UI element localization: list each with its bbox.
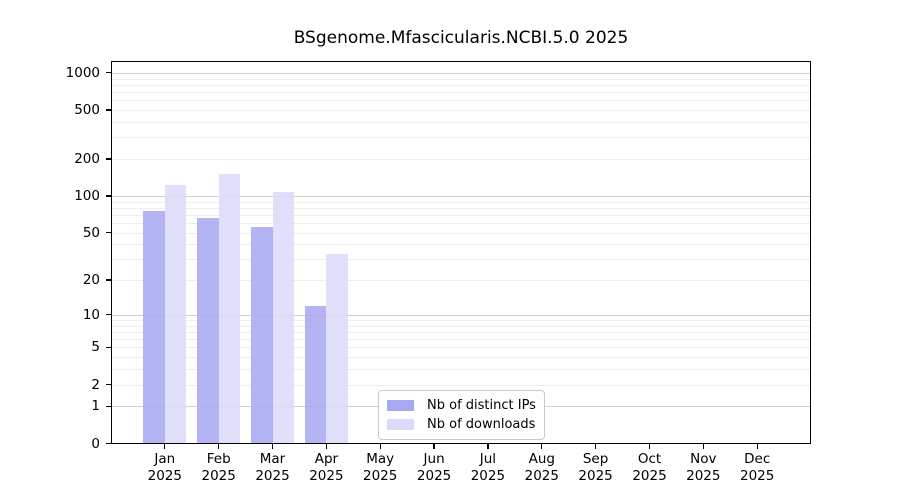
y-axis-tick-mark [106,405,111,407]
y-axis-tick-label: 20 [82,272,100,289]
legend-swatch-distinct-ips [387,400,414,411]
x-axis-tick-label: Jul 2025 [470,450,506,484]
gridline-minor [111,325,811,327]
x-axis-tick-mark [702,443,704,449]
x-axis-tick-label: Oct 2025 [632,450,667,484]
gridline-minor [111,347,811,349]
y-axis-tick-label: 100 [74,187,100,204]
legend-label-distinct-ips: Nb of distinct IPs [427,398,536,413]
x-axis-tick-label: Jun 2025 [416,450,452,484]
x-axis-tick-label: Apr 2025 [309,450,344,484]
x-axis-tick-mark [594,443,597,449]
y-axis-tick-label: 1 [91,398,100,415]
gridline-minor [111,214,811,216]
legend-item-downloads: Nb of downloads [387,415,536,434]
y-axis-tick-mark [106,383,111,386]
y-axis-tick-mark [106,72,111,74]
x-axis-tick-label: Jan 2025 [147,450,182,484]
y-axis-tick-mark [106,231,111,234]
legend-item-distinct-ips: Nb of distinct IPs [387,396,536,415]
x-axis-tick-mark [271,443,274,449]
gridline-major [111,195,811,197]
y-axis-tick-label: 500 [74,101,100,118]
x-axis-tick-mark [325,443,328,449]
gridline-minor [111,201,811,203]
gridline-major [111,72,811,74]
y-axis-tick-label: 2 [91,376,100,393]
gridline-minor [111,121,811,123]
gridline-minor [111,331,811,333]
gridline-minor [111,137,811,139]
bar-downloads-mar [272,192,294,444]
x-axis-tick-label: Feb 2025 [201,450,236,484]
gridline-minor [111,207,811,209]
gridline-minor [111,222,811,224]
y-axis-tick-label: 50 [82,224,100,241]
y-axis-tick-label: 10 [82,306,100,323]
y-axis-tick-mark [106,195,111,197]
x-axis-tick-mark [756,443,758,449]
chart-title: BSgenome.Mfascicularis.NCBI.5.0 2025 [293,28,629,48]
y-axis-tick-mark [106,158,111,160]
gridline-minor [111,280,811,282]
x-axis-tick-mark [648,443,651,449]
y-axis-tick-mark [106,314,111,316]
gridline-minor [111,357,811,359]
y-axis-tick-mark [106,442,111,445]
bar-distinct-ips-jan [143,211,165,444]
y-axis-tick-mark [106,346,111,349]
y-axis-tick-label: 200 [74,150,100,167]
legend: Nb of distinct IPs Nb of downloads [378,390,545,440]
x-axis-tick-mark [433,443,435,449]
bar-distinct-ips-feb [197,217,219,444]
x-axis-tick-label: May 2025 [363,450,398,484]
y-axis-tick-mark [106,279,111,281]
gridline-minor [111,84,811,86]
gridline-minor [111,244,811,246]
gridline-minor [111,91,811,93]
legend-label-downloads: Nb of downloads [427,417,536,432]
legend-swatch-downloads [387,419,414,430]
gridline-minor [111,100,811,102]
y-axis-tick-label: 5 [91,339,100,356]
bar-downloads-apr [326,254,348,444]
x-axis-tick-label: Nov 2025 [686,450,721,484]
bar-downloads-jan [164,185,187,444]
gridline-minor [111,78,811,80]
bar-distinct-ips-apr [304,305,327,444]
y-axis-tick-label: 1000 [65,64,100,81]
x-axis-tick-label: Sep 2025 [578,450,613,484]
y-axis-tick-mark [106,109,111,111]
gridline-minor [111,339,811,341]
x-axis-tick-mark [218,443,220,449]
x-axis-tick-mark [379,443,381,449]
gridline-major [111,314,811,316]
gridline-minor [111,369,811,371]
x-axis-tick-mark [541,443,543,449]
x-axis-tick-label: Mar 2025 [255,450,290,484]
gridline-minor [111,109,811,111]
x-axis-tick-mark [487,443,489,449]
x-axis-tick-label: Dec 2025 [740,450,775,484]
bar-distinct-ips-mar [251,226,273,444]
bar-downloads-feb [218,173,241,444]
x-axis-tick-label: Aug 2025 [524,450,559,484]
gridline-minor [111,158,811,160]
gridline-minor [111,259,811,261]
y-axis-tick-label: 0 [91,435,100,452]
gridline-minor [111,384,811,386]
x-axis-tick-mark [164,443,166,449]
gridline-minor [111,232,811,234]
gridline-minor [111,320,811,321]
